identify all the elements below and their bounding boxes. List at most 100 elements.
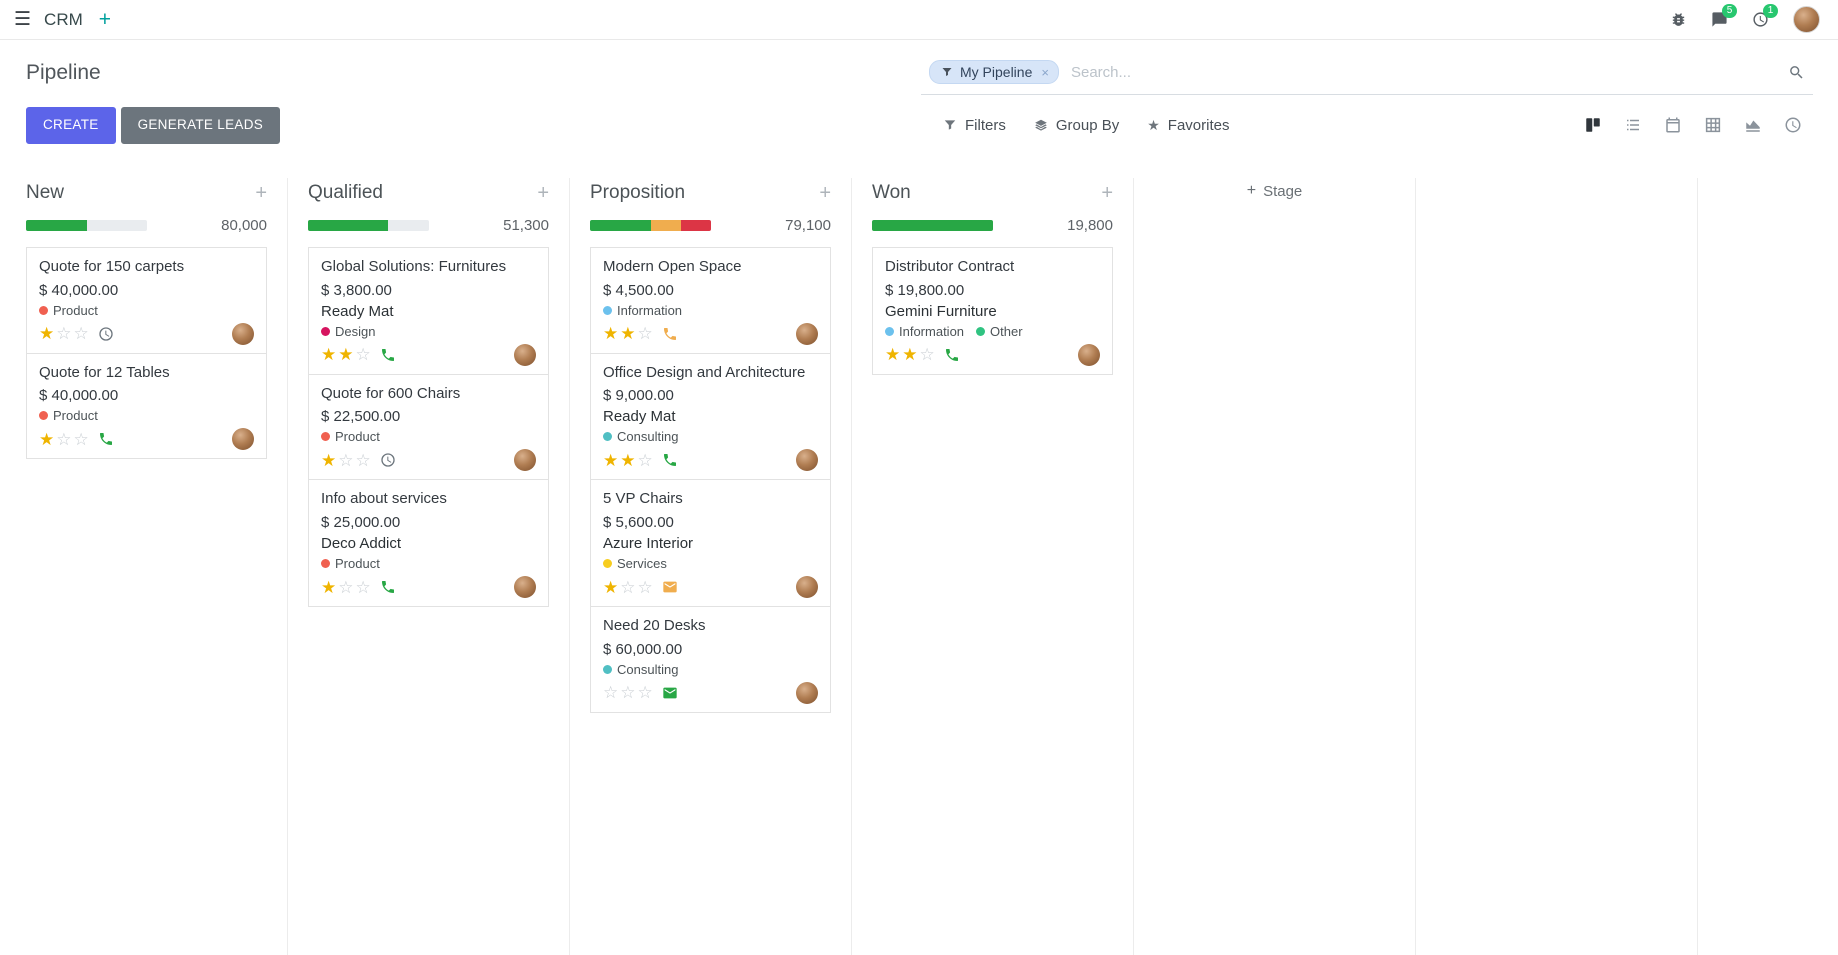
kanban-card[interactable]: Modern Open Space $ 4,500.00 Information… (590, 246, 831, 354)
star-icon[interactable]: ★ (620, 324, 636, 344)
star-icon[interactable]: ★ (620, 450, 636, 470)
priority-stars[interactable]: ★ ☆ ☆ (321, 452, 371, 469)
filters-menu-button[interactable]: Filters (943, 117, 1006, 134)
search-bar[interactable]: My Pipeline × (921, 58, 1813, 95)
priority-stars[interactable]: ★ ★ ☆ (885, 346, 935, 363)
star-icon[interactable]: ★ (39, 429, 55, 449)
avatar[interactable] (514, 576, 536, 599)
priority-stars[interactable]: ★ ☆ ☆ (603, 579, 653, 596)
avatar[interactable] (796, 322, 818, 345)
clock-icon[interactable] (98, 326, 114, 342)
kanban-card[interactable]: Quote for 600 Chairs $ 22,500.00 Product… (308, 373, 549, 481)
star-icon[interactable]: ★ (39, 324, 55, 344)
priority-stars[interactable]: ★ ★ ☆ (603, 452, 653, 469)
priority-stars[interactable]: ★ ☆ ☆ (39, 431, 89, 448)
envelope-icon[interactable] (662, 685, 678, 701)
column-add-button[interactable]: + (819, 181, 831, 204)
avatar[interactable] (796, 576, 818, 599)
view-activity-button[interactable] (1773, 109, 1813, 141)
column-title[interactable]: Qualified (308, 181, 383, 203)
tag[interactable]: Consulting (603, 662, 678, 677)
progress-bar[interactable] (26, 219, 147, 231)
star-icon[interactable]: ☆ (56, 429, 72, 449)
star-icon[interactable]: ☆ (73, 429, 89, 449)
add-stage-button[interactable]: + Stage (1247, 183, 1303, 200)
tag[interactable]: Product (321, 556, 380, 571)
tag[interactable]: Design (321, 324, 375, 339)
star-icon[interactable]: ☆ (338, 450, 354, 470)
star-icon[interactable]: ☆ (56, 324, 72, 344)
apps-menu-icon[interactable]: ☰ (14, 9, 32, 30)
priority-stars[interactable]: ☆ ☆ ☆ (603, 684, 653, 701)
tag[interactable]: Product (39, 408, 98, 423)
star-icon[interactable]: ★ (321, 577, 337, 597)
avatar[interactable] (232, 428, 254, 451)
kanban-card[interactable]: Quote for 12 Tables $ 40,000.00 Product … (26, 352, 267, 460)
kanban-card[interactable]: Distributor Contract $ 19,800.00 Gemini … (872, 246, 1113, 375)
tag[interactable]: Product (39, 303, 98, 318)
plus-icon[interactable]: + (98, 8, 112, 31)
bug-icon[interactable] (1670, 11, 1687, 28)
star-icon[interactable]: ☆ (637, 450, 653, 470)
priority-stars[interactable]: ★ ★ ☆ (321, 346, 371, 363)
column-add-button[interactable]: + (1101, 181, 1113, 204)
tag[interactable]: Services (603, 556, 667, 571)
phone-icon[interactable] (662, 452, 678, 468)
kanban-card[interactable]: Office Design and Architecture $ 9,000.0… (590, 352, 831, 481)
group-by-menu-button[interactable]: Group By (1034, 117, 1119, 134)
star-icon[interactable]: ★ (603, 450, 619, 470)
progress-bar[interactable] (872, 219, 993, 231)
star-icon[interactable]: ☆ (355, 577, 371, 597)
priority-stars[interactable]: ★ ★ ☆ (603, 325, 653, 342)
tag[interactable]: Information (603, 303, 682, 318)
avatar[interactable] (514, 343, 536, 366)
star-icon[interactable]: ☆ (355, 450, 371, 470)
tag[interactable]: Information (885, 324, 964, 339)
tag[interactable]: Other (976, 324, 1023, 339)
view-pivot-button[interactable] (1693, 109, 1733, 141)
column-title[interactable]: Proposition (590, 181, 686, 203)
priority-stars[interactable]: ★ ☆ ☆ (39, 325, 89, 342)
progress-bar[interactable] (590, 219, 711, 231)
star-icon[interactable]: ☆ (73, 324, 89, 344)
column-add-button[interactable]: + (537, 181, 549, 204)
avatar[interactable] (796, 449, 818, 472)
favorites-menu-button[interactable]: ★ Favorites (1147, 117, 1229, 134)
star-icon[interactable]: ☆ (637, 324, 653, 344)
user-avatar[interactable] (1793, 6, 1820, 33)
star-icon[interactable]: ☆ (637, 577, 653, 597)
star-icon[interactable]: ★ (603, 324, 619, 344)
phone-icon[interactable] (380, 347, 396, 363)
create-button[interactable]: CREATE (26, 107, 116, 144)
kanban-card[interactable]: Global Solutions: Furnitures $ 3,800.00 … (308, 246, 549, 375)
priority-stars[interactable]: ★ ☆ ☆ (321, 579, 371, 596)
star-icon[interactable]: ★ (321, 345, 337, 365)
progress-bar[interactable] (308, 219, 429, 231)
clock-icon[interactable] (380, 452, 396, 468)
phone-icon[interactable] (944, 347, 960, 363)
avatar[interactable] (1078, 343, 1100, 366)
generate-leads-button[interactable]: GENERATE LEADS (120, 107, 281, 144)
kanban-card[interactable]: Need 20 Desks $ 60,000.00 Consulting ☆ ☆ ☆ (590, 606, 831, 713)
tag[interactable]: Consulting (603, 429, 678, 444)
view-calendar-button[interactable] (1653, 109, 1693, 141)
magnifier-icon[interactable] (1788, 64, 1805, 81)
star-icon[interactable]: ★ (321, 450, 337, 470)
star-icon[interactable]: ☆ (620, 577, 636, 597)
app-name[interactable]: CRM (44, 9, 83, 29)
star-icon[interactable]: ☆ (603, 683, 619, 703)
envelope-icon[interactable] (662, 579, 678, 595)
star-icon[interactable]: ★ (902, 345, 918, 365)
star-icon[interactable]: ☆ (338, 577, 354, 597)
view-list-button[interactable] (1613, 109, 1653, 141)
view-graph-button[interactable] (1733, 109, 1773, 141)
column-title[interactable]: Won (872, 181, 911, 203)
facet-remove-icon[interactable]: × (1041, 64, 1049, 80)
phone-icon[interactable] (380, 579, 396, 595)
phone-icon[interactable] (662, 326, 678, 342)
star-icon[interactable]: ★ (338, 345, 354, 365)
star-icon[interactable]: ☆ (919, 345, 935, 365)
star-icon[interactable]: ★ (885, 345, 901, 365)
avatar[interactable] (232, 322, 254, 345)
avatar[interactable] (514, 449, 536, 472)
